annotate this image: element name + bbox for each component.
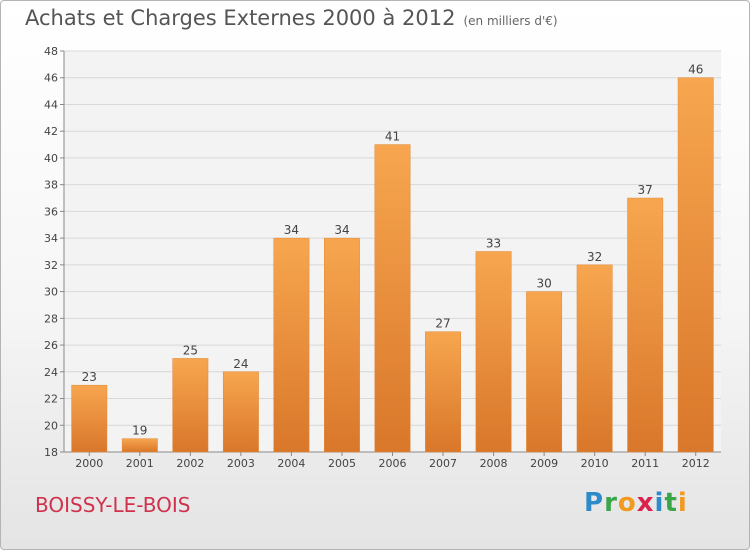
x-tick-label: 2000: [75, 457, 103, 470]
logo-letter: r: [604, 488, 618, 518]
y-tick-label: 28: [44, 312, 58, 325]
bar-value-label: 33: [486, 237, 501, 251]
logo-letter: i: [677, 488, 688, 518]
x-tick-label: 2009: [530, 457, 558, 470]
y-tick-label: 48: [44, 45, 58, 58]
bar: [374, 144, 411, 453]
x-tick-label: 2011: [631, 457, 659, 470]
bar-value-label: 32: [587, 250, 602, 264]
y-tick-label: 44: [44, 98, 58, 111]
bar-value-label: 34: [284, 223, 299, 237]
y-tick-label: 34: [44, 232, 58, 245]
chart-title: Achats et Charges Externes 2000 à 2012 (e…: [25, 6, 558, 30]
proxiti-logo: Proxiti: [584, 488, 688, 518]
y-tick-label: 36: [44, 205, 58, 218]
bar-value-label: 41: [385, 130, 400, 144]
bar: [677, 77, 714, 453]
bar: [425, 331, 461, 453]
bar-value-label: 30: [536, 277, 551, 291]
bar-chart: 18 20 22 24 26 28 30 32 34 36 38 40 42 44 46 48 23 2000 19…: [44, 45, 721, 470]
x-tick-label: 2010: [581, 457, 609, 470]
y-tick-label: 46: [44, 72, 58, 85]
y-tick-label: 18: [44, 446, 58, 459]
bar-value-label: 34: [334, 223, 349, 237]
logo-letter: o: [617, 488, 637, 518]
bar: [526, 291, 563, 453]
bar: [172, 358, 209, 453]
y-tick-label: 24: [44, 366, 58, 379]
x-tick-label: 2006: [379, 457, 407, 470]
x-tick-label: 2005: [328, 457, 356, 470]
bar: [324, 237, 360, 453]
bar-value-label: 27: [435, 317, 450, 331]
bar-value-label: 24: [233, 357, 248, 371]
x-tick-label: 2001: [126, 457, 154, 470]
chart-title-text: Achats et Charges Externes 2000 à 2012: [25, 6, 456, 30]
y-tick-label: 20: [44, 419, 58, 432]
logo-letter: i: [654, 488, 665, 518]
bar-value-label: 23: [82, 370, 97, 384]
x-tick-label: 2002: [176, 457, 204, 470]
chart-subtitle: (en milliers d'€): [463, 14, 558, 28]
x-tick-label: 2008: [480, 457, 508, 470]
x-tick-label: 2012: [682, 457, 710, 470]
y-tick-label: 26: [44, 339, 58, 352]
logo-letter: x: [636, 488, 655, 518]
y-tick-label: 32: [44, 259, 58, 272]
y-tick-label: 40: [44, 152, 58, 165]
bar: [121, 438, 158, 453]
x-tick-label: 2004: [277, 457, 305, 470]
bar-value-label: 25: [183, 343, 198, 357]
y-tick-label: 22: [44, 393, 58, 406]
bar: [71, 384, 108, 453]
y-tick-label: 42: [44, 125, 58, 138]
bar: [576, 264, 613, 453]
bar-value-label: 37: [638, 183, 653, 197]
bar-value-label: 19: [132, 424, 147, 438]
x-tick-label: 2007: [429, 457, 457, 470]
x-tick-label: 2003: [227, 457, 255, 470]
bar: [273, 237, 310, 453]
bar-value-label: 46: [688, 63, 703, 77]
bar: [475, 251, 512, 453]
y-tick-label: 38: [44, 179, 58, 192]
logo-letter: t: [664, 488, 678, 518]
bar: [627, 197, 664, 453]
y-tick-label: 30: [44, 286, 58, 299]
bar: [222, 371, 259, 453]
location-name: BOISSY-LE-BOIS: [35, 493, 191, 517]
logo-letter: P: [584, 488, 605, 518]
